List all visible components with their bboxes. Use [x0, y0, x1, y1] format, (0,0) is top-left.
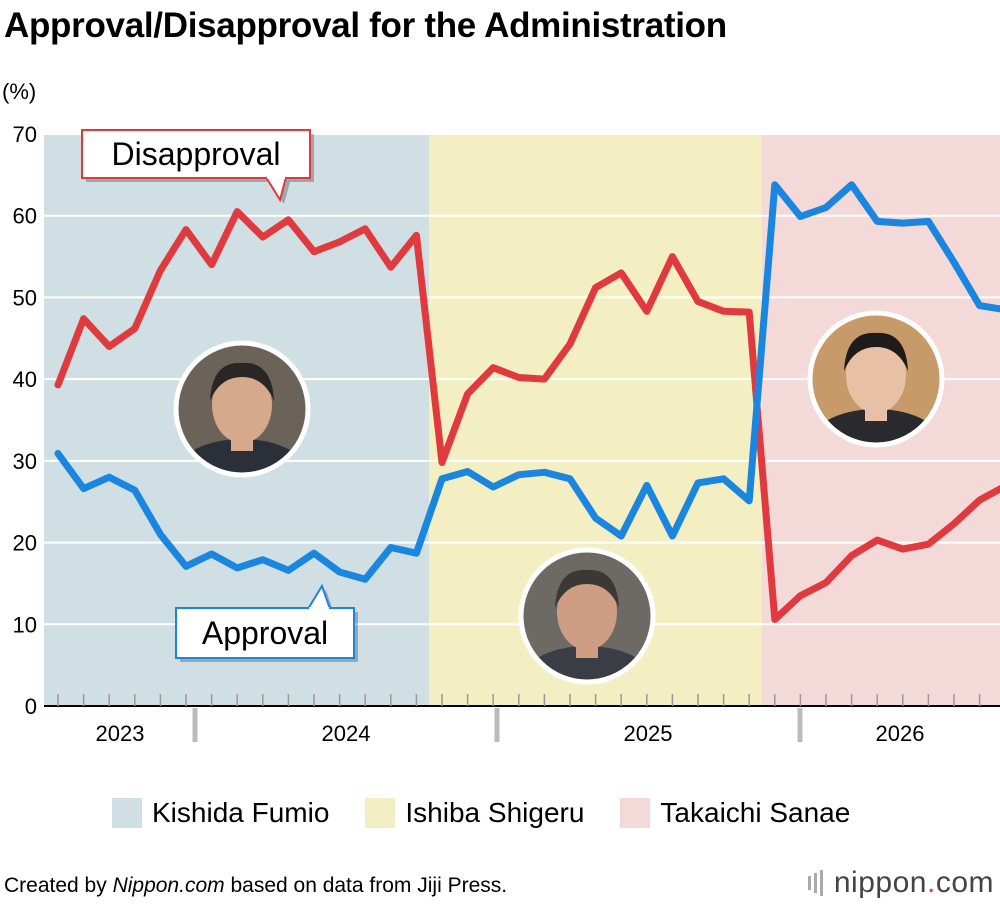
legend-label-takaichi: Takaichi Sanae	[660, 797, 851, 828]
y-tick-label-30: 30	[13, 449, 37, 474]
y-tick-label-70: 70	[13, 122, 37, 147]
legend: Kishida Fumio Ishiba Shigeru Takaichi Sa…	[112, 797, 886, 829]
callout-disapproval: Disapproval	[81, 129, 314, 204]
series-line-disapproval	[54, 208, 1000, 623]
year-label-2025: 2025	[624, 721, 673, 746]
year-label-2024: 2024	[322, 721, 371, 746]
axes: 0 10 20 30 40 50 60 70 (%) 2023 2024 2025 2026	[2, 79, 1000, 746]
brand-name: nippon	[833, 866, 927, 899]
credit-source-name[interactable]: Nippon.com	[112, 874, 225, 897]
legend-swatch-kishida	[112, 798, 142, 828]
brand-logo[interactable]: nippon. com	[807, 866, 994, 900]
y-tick-label-10: 10	[13, 612, 37, 637]
portrait-ishiba	[518, 547, 656, 685]
portrait-kishida	[173, 340, 311, 478]
y-tick-label-20: 20	[13, 531, 37, 556]
callout-approval: Approval	[175, 583, 358, 662]
year-label-2023: 2023	[96, 721, 145, 746]
approval-chart: 0 10 20 30 40 50 60 70 (%) 2023 2024 2025 2026 Disap…	[2, 79, 1000, 746]
callout-approval-label: Approval	[202, 615, 328, 651]
year-label-2026: 2026	[876, 721, 925, 746]
source-credit: Created by Nippon.com based on data from…	[4, 874, 507, 898]
portraits	[173, 310, 945, 685]
y-tick-label-60: 60	[13, 204, 37, 229]
series-line-approval	[54, 181, 1000, 583]
legend-swatch-takaichi	[620, 798, 651, 828]
legend-label-ishiba: Ishiba Shigeru	[405, 797, 585, 828]
legend-swatch-ishiba	[365, 798, 396, 828]
credit-prefix: Created by	[4, 874, 113, 897]
y-tick-label-40: 40	[13, 367, 37, 392]
legend-item-takaichi: Takaichi Sanae	[620, 797, 850, 829]
y-axis-label: (%)	[2, 79, 36, 104]
legend-item-ishiba: Ishiba Shigeru	[365, 797, 584, 829]
credit-suffix: based on data from Jiji Press.	[224, 874, 508, 897]
brand-dot: .	[926, 866, 936, 899]
portrait-takaichi	[807, 310, 945, 448]
legend-label-kishida: Kishida Fumio	[152, 797, 330, 828]
y-tick-label-50: 50	[13, 285, 37, 310]
annotations: Disapproval Approval	[81, 129, 358, 662]
brand-tld: com	[935, 866, 994, 899]
legend-item-kishida: Kishida Fumio	[112, 797, 329, 829]
y-tick-label-0: 0	[25, 694, 37, 719]
callout-disapproval-label: Disapproval	[112, 136, 281, 172]
brand-bars-icon	[807, 870, 826, 896]
chart-title: Approval/Disapproval for the Administrat…	[4, 6, 727, 45]
series-lines	[54, 181, 1000, 623]
